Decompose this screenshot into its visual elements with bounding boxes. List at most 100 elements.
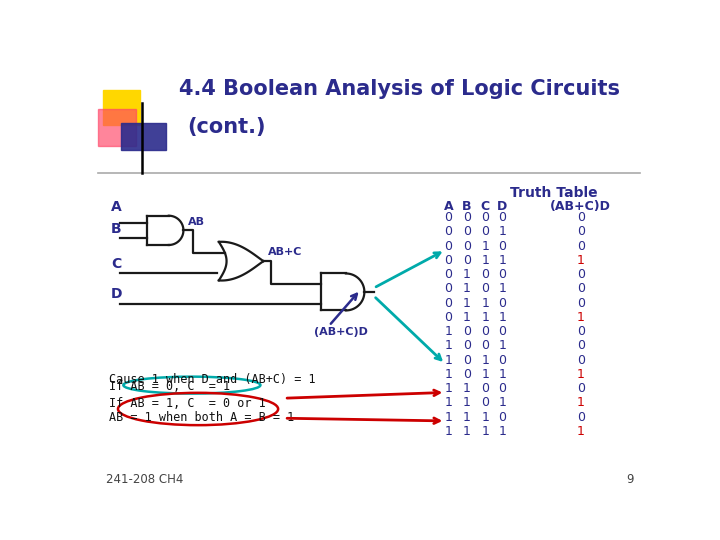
Text: If AB = 1, C  = 0 or 1: If AB = 1, C = 0 or 1 xyxy=(109,397,266,410)
Text: 0: 0 xyxy=(463,225,471,238)
Text: 0: 0 xyxy=(577,339,585,352)
Text: Cause 1 when D and (AB+C) = 1: Cause 1 when D and (AB+C) = 1 xyxy=(109,373,315,386)
Text: 0: 0 xyxy=(481,339,490,352)
Text: 0: 0 xyxy=(481,211,490,224)
Text: 0: 0 xyxy=(444,296,452,309)
Text: 1: 1 xyxy=(482,254,489,267)
Text: 1: 1 xyxy=(482,296,489,309)
Text: 0: 0 xyxy=(463,254,471,267)
Text: 1: 1 xyxy=(482,311,489,324)
Text: If AB = 0, C  = 1: If AB = 0, C = 1 xyxy=(109,381,230,394)
Text: (AB+C)D: (AB+C)D xyxy=(550,200,611,213)
Text: 1: 1 xyxy=(498,311,506,324)
Text: D: D xyxy=(111,287,122,301)
Text: 1: 1 xyxy=(482,240,489,253)
Text: B: B xyxy=(462,200,472,213)
Text: 1: 1 xyxy=(463,296,471,309)
Text: 0: 0 xyxy=(577,268,585,281)
Text: 1: 1 xyxy=(444,368,452,381)
Text: AB: AB xyxy=(188,217,205,227)
Text: 0: 0 xyxy=(577,354,585,367)
Text: 0: 0 xyxy=(463,354,471,367)
Text: 0: 0 xyxy=(444,282,452,295)
Text: 0: 0 xyxy=(498,410,506,423)
Text: 1: 1 xyxy=(498,425,506,438)
Text: 1: 1 xyxy=(463,396,471,409)
Bar xyxy=(98,109,137,146)
Text: 1: 1 xyxy=(444,396,452,409)
Text: 1: 1 xyxy=(577,396,585,409)
Text: 1: 1 xyxy=(498,254,506,267)
Text: 0: 0 xyxy=(463,240,471,253)
Text: 0: 0 xyxy=(577,382,585,395)
Text: 0: 0 xyxy=(498,240,506,253)
Text: B: B xyxy=(111,222,122,236)
Text: 0: 0 xyxy=(577,410,585,423)
Text: 0: 0 xyxy=(463,211,471,224)
Text: D: D xyxy=(497,200,508,213)
Text: 1: 1 xyxy=(463,410,471,423)
Text: 0: 0 xyxy=(498,354,506,367)
Text: 0: 0 xyxy=(444,211,452,224)
Text: 1: 1 xyxy=(498,339,506,352)
Text: 1: 1 xyxy=(577,311,585,324)
Text: (AB+C)D: (AB+C)D xyxy=(314,327,367,338)
Text: AB+C: AB+C xyxy=(268,247,302,257)
Text: 4.4 Boolean Analysis of Logic Circuits: 4.4 Boolean Analysis of Logic Circuits xyxy=(179,79,621,99)
Bar xyxy=(121,123,166,150)
Text: 0: 0 xyxy=(481,396,490,409)
Text: 1: 1 xyxy=(498,282,506,295)
Text: 0: 0 xyxy=(463,368,471,381)
Text: 0: 0 xyxy=(577,325,585,338)
Text: 0: 0 xyxy=(577,225,585,238)
Text: 0: 0 xyxy=(577,211,585,224)
Text: 1: 1 xyxy=(482,410,489,423)
Text: 1: 1 xyxy=(463,282,471,295)
Text: 1: 1 xyxy=(482,425,489,438)
Text: 0: 0 xyxy=(481,268,490,281)
Text: 1: 1 xyxy=(444,425,452,438)
Text: 1: 1 xyxy=(463,425,471,438)
Text: A: A xyxy=(111,200,122,214)
Text: 241-208 CH4: 241-208 CH4 xyxy=(106,473,183,486)
Bar xyxy=(104,90,140,125)
Text: 9: 9 xyxy=(626,473,634,486)
Text: 0: 0 xyxy=(498,211,506,224)
Text: 0: 0 xyxy=(481,325,490,338)
Text: 0: 0 xyxy=(577,240,585,253)
Text: C: C xyxy=(111,257,121,271)
Text: 0: 0 xyxy=(498,268,506,281)
Text: 1: 1 xyxy=(482,368,489,381)
Text: 0: 0 xyxy=(463,339,471,352)
Text: 1: 1 xyxy=(444,325,452,338)
Text: 0: 0 xyxy=(577,282,585,295)
Text: 1: 1 xyxy=(498,225,506,238)
Text: 1: 1 xyxy=(444,382,452,395)
Text: (cont.): (cont.) xyxy=(187,117,266,137)
Text: 0: 0 xyxy=(577,296,585,309)
Text: 1: 1 xyxy=(577,254,585,267)
Text: 0: 0 xyxy=(444,254,452,267)
Text: 1: 1 xyxy=(444,354,452,367)
Text: 0: 0 xyxy=(444,268,452,281)
Text: 1: 1 xyxy=(463,268,471,281)
Text: 0: 0 xyxy=(498,382,506,395)
Text: 0: 0 xyxy=(463,325,471,338)
Text: Truth Table: Truth Table xyxy=(510,186,598,200)
Text: C: C xyxy=(481,200,490,213)
Text: 1: 1 xyxy=(498,368,506,381)
Text: 0: 0 xyxy=(481,382,490,395)
Text: 0: 0 xyxy=(444,311,452,324)
Text: A: A xyxy=(444,200,453,213)
Text: AB = 1 when both A = B = 1: AB = 1 when both A = B = 1 xyxy=(109,410,294,423)
Text: 0: 0 xyxy=(444,225,452,238)
Text: 1: 1 xyxy=(444,410,452,423)
Text: 0: 0 xyxy=(481,282,490,295)
Text: 0: 0 xyxy=(498,325,506,338)
Text: 1: 1 xyxy=(498,396,506,409)
Text: 1: 1 xyxy=(482,354,489,367)
Text: 0: 0 xyxy=(444,240,452,253)
Text: 1: 1 xyxy=(577,368,585,381)
Text: 1: 1 xyxy=(577,425,585,438)
Text: 1: 1 xyxy=(463,382,471,395)
